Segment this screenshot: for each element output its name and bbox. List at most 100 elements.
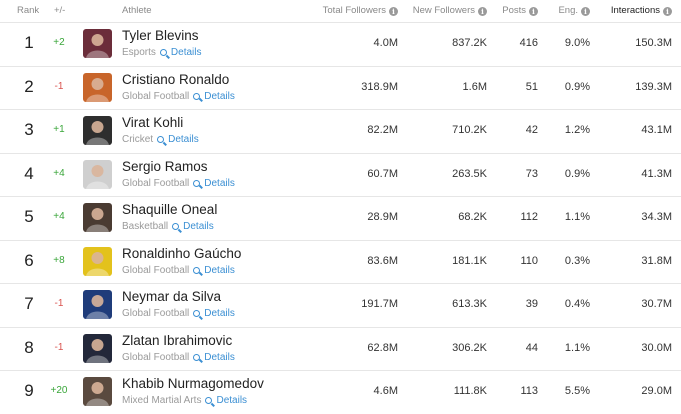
- header-change[interactable]: +/-: [54, 5, 66, 16]
- details-link[interactable]: Details: [159, 47, 201, 58]
- header-posts[interactable]: Posts i: [502, 5, 538, 16]
- table-row[interactable]: 7 -1 Neymar da Silva Global Football Details…: [0, 283, 681, 327]
- header-interactions[interactable]: Interactions i: [611, 5, 672, 16]
- details-label: Details: [204, 351, 235, 363]
- engagement: 9.0%: [564, 37, 590, 49]
- info-icon[interactable]: i: [581, 7, 590, 16]
- athlete-name[interactable]: Ronaldinho Gaúcho: [122, 245, 242, 261]
- athlete-name[interactable]: Zlatan Ibrahimovic: [122, 332, 233, 348]
- posts: 113: [520, 385, 538, 397]
- avatar[interactable]: [83, 72, 112, 102]
- rank-number: 3: [24, 120, 34, 139]
- athlete-name[interactable]: Neymar da Silva: [122, 289, 222, 304]
- interactions: 30.7M: [641, 298, 672, 310]
- table-row[interactable]: 3 +1 Virat Kohli Cricket Details 82.2M 710.2K 4…: [0, 109, 681, 153]
- athlete-category: Cricket: [122, 134, 154, 145]
- details-label: Details: [204, 308, 235, 319]
- athlete-category: Basketball: [122, 221, 169, 232]
- new-followers: 306.2K: [452, 341, 487, 354]
- table-row[interactable]: 8 -1 Zlatan Ibrahimovic Global Football Deta…: [0, 326, 681, 371]
- search-icon: [193, 92, 201, 100]
- header-new-followers[interactable]: New Followers i: [413, 5, 487, 16]
- avatar[interactable]: [83, 333, 112, 363]
- rank-number: 9: [24, 381, 34, 400]
- posts: 110: [520, 254, 538, 267]
- new-followers: 613.3K: [452, 298, 487, 310]
- table-row[interactable]: 1 +2 Tyler Blevins Esports Details 4.0M 837.2K…: [0, 22, 681, 66]
- engagement: 0.9%: [564, 167, 590, 180]
- total-followers: 83.6M: [367, 254, 398, 267]
- header-total-followers[interactable]: Total Followers i: [323, 5, 398, 16]
- total-followers: 318.9M: [361, 80, 398, 93]
- athlete-name[interactable]: Shaquille Oneal: [122, 202, 218, 217]
- new-followers: 1.6M: [462, 80, 487, 93]
- details-link[interactable]: Details: [172, 221, 214, 232]
- header-eng[interactable]: Eng. i: [558, 5, 590, 16]
- athlete-meta: Mixed Martial Arts Details: [122, 395, 247, 406]
- details-link[interactable]: Details: [193, 352, 235, 363]
- details-link[interactable]: Details: [157, 134, 199, 145]
- table-row[interactable]: 4 +4 Sergio Ramos Global Football Details 60.…: [0, 152, 681, 197]
- avatar[interactable]: [83, 159, 112, 189]
- avatar[interactable]: [83, 116, 112, 145]
- interactions: 29.0M: [641, 385, 672, 397]
- engagement: 0.4%: [564, 298, 590, 310]
- athlete-meta: Esports Details: [122, 47, 201, 58]
- athlete-category: Esports: [122, 47, 156, 58]
- details-link[interactable]: Details: [193, 308, 235, 319]
- table-row[interactable]: 6 +8 Ronaldinho Gaúcho Global Football Detai…: [0, 239, 681, 284]
- avatar[interactable]: [83, 29, 112, 58]
- engagement: 1.1%: [564, 341, 590, 354]
- table-row[interactable]: 9 +20 Khabib Nurmagomedov Mixed Martial Art…: [0, 370, 681, 414]
- avatar-image: [83, 377, 112, 406]
- info-icon[interactable]: i: [529, 7, 538, 16]
- avatar[interactable]: [83, 377, 112, 406]
- header-eng-label: Eng.: [558, 5, 578, 16]
- table-body: 1 +2 Tyler Blevins Esports Details 4.0M 837.2K…: [0, 22, 681, 414]
- avatar-image: [83, 159, 112, 189]
- info-icon[interactable]: i: [663, 7, 672, 16]
- details-link[interactable]: Details: [193, 91, 235, 102]
- avatar[interactable]: [83, 203, 112, 232]
- posts: 44: [525, 341, 538, 354]
- header-rank[interactable]: Rank: [17, 5, 40, 16]
- new-followers: 181.1K: [452, 254, 487, 267]
- avatar-image: [83, 72, 112, 102]
- table-row[interactable]: 5 +4 Shaquille Oneal Basketball Details 28.9M…: [0, 196, 681, 240]
- avatar-image: [83, 246, 112, 276]
- rank-number: 4: [24, 163, 34, 183]
- engagement: 1.1%: [564, 211, 590, 223]
- details-label: Details: [183, 221, 214, 232]
- athlete-name[interactable]: Tyler Blevins: [122, 28, 199, 43]
- avatar-image: [83, 333, 112, 363]
- header-athlete[interactable]: Athlete: [122, 5, 152, 16]
- athlete-name[interactable]: Khabib Nurmagomedov: [122, 376, 264, 391]
- search-icon: [193, 179, 201, 187]
- total-followers: 62.8M: [367, 341, 398, 354]
- info-icon[interactable]: i: [478, 7, 487, 16]
- rank-change: +20: [50, 385, 68, 396]
- search-icon: [205, 397, 213, 404]
- details-link[interactable]: Details: [205, 395, 247, 406]
- athlete-name[interactable]: Virat Kohli: [122, 115, 184, 130]
- info-icon[interactable]: i: [389, 7, 398, 16]
- posts: 42: [525, 124, 538, 136]
- athlete-name[interactable]: Cristiano Ronaldo: [122, 71, 230, 87]
- details-link[interactable]: Details: [193, 265, 235, 276]
- interactions: 30.0M: [641, 341, 672, 354]
- rank-change: +4: [53, 167, 65, 179]
- posts: 112: [520, 211, 538, 223]
- avatar[interactable]: [83, 246, 112, 276]
- athlete-category: Mixed Martial Arts: [122, 395, 202, 406]
- details-label: Details: [204, 264, 235, 276]
- rank-change: +2: [53, 37, 65, 48]
- table-header: Rank +/- Athlete Total Followers i New Fo…: [0, 0, 681, 22]
- avatar[interactable]: [83, 290, 112, 319]
- details-label: Details: [168, 134, 199, 145]
- details-link[interactable]: Details: [193, 178, 235, 189]
- new-followers: 68.2K: [458, 211, 487, 223]
- table-row[interactable]: 2 -1 Cristiano Ronaldo Global Football Detai…: [0, 65, 681, 110]
- athlete-name[interactable]: Sergio Ramos: [122, 158, 208, 174]
- details-label: Details: [216, 395, 248, 406]
